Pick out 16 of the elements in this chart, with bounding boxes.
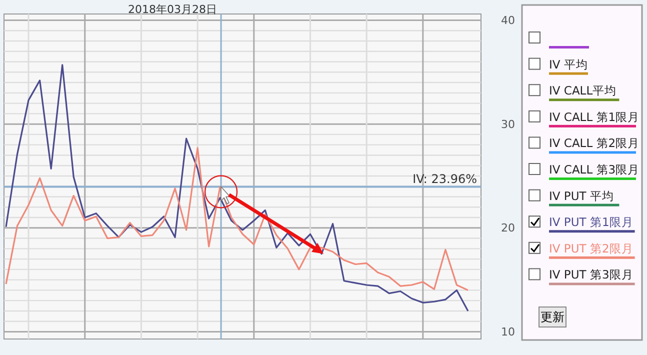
legend-label: IV CALL平均 bbox=[549, 84, 617, 98]
legend-label: IV CALL 第3限月 bbox=[549, 162, 640, 177]
annotation: 2018年03月28日 bbox=[128, 3, 218, 16]
legend-label: IV 平均 bbox=[549, 57, 588, 72]
ref-line-label: IV: 23.96% bbox=[412, 172, 477, 186]
legend-label: IV CALL 第2限月 bbox=[549, 136, 640, 150]
legend-label: IV PUT 第3限月 bbox=[549, 268, 634, 282]
text: IV PUT 第2限月 bbox=[549, 241, 634, 256]
legend-label: IV CALL 第1限月 bbox=[549, 110, 640, 124]
text: IV PUT 第1限月 bbox=[549, 215, 634, 230]
y-tick-label: 20 bbox=[501, 222, 515, 235]
y-tick-label: 40 bbox=[501, 14, 515, 28]
text: 更新 bbox=[540, 310, 564, 324]
y-tick-label: 10 bbox=[501, 326, 515, 339]
y-tick-label: 30 bbox=[501, 118, 515, 131]
legend-label: IV PUT 平均 bbox=[549, 188, 614, 203]
